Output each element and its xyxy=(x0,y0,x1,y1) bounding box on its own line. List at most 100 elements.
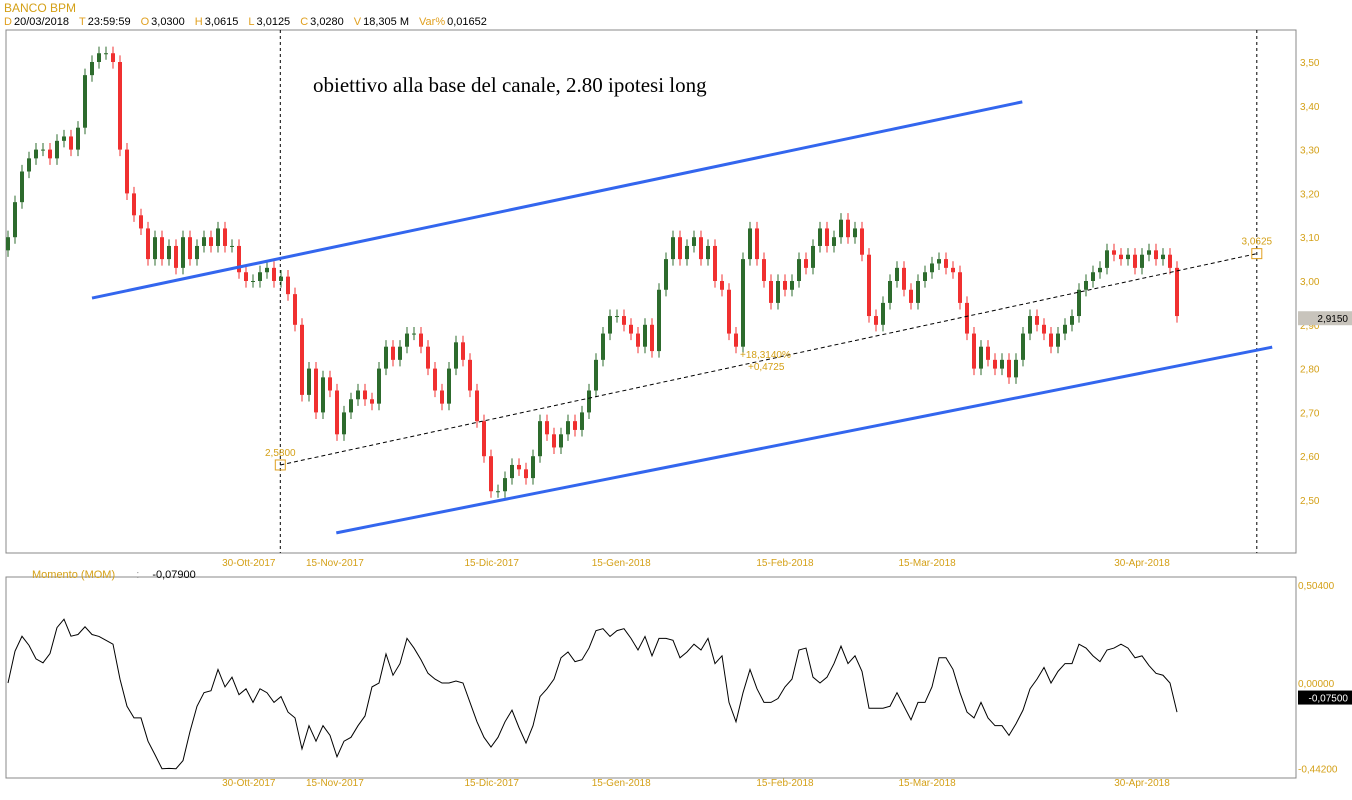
field-value: 3,0300 xyxy=(151,16,185,28)
candle xyxy=(706,245,710,260)
candle xyxy=(979,346,983,369)
ohlc-readout: D 20/03/2018 T 23:59:59 O 3,0300 H 3,0615 L 3,012… xyxy=(4,16,497,28)
field-value: 3,0615 xyxy=(204,16,239,28)
candle xyxy=(573,421,577,430)
candle xyxy=(818,228,822,246)
candle xyxy=(1000,359,1004,369)
date-tick-label: 15-Nov-2017 xyxy=(306,778,364,789)
candle xyxy=(538,421,542,457)
date-tick-label: 30-Ott-2017 xyxy=(222,558,276,569)
momentum-line xyxy=(7,618,1178,770)
candle xyxy=(965,302,969,334)
candle xyxy=(307,368,311,395)
price-tick-label: 3,00 xyxy=(1300,277,1320,288)
candle xyxy=(118,62,122,150)
candle xyxy=(1021,333,1025,360)
candle xyxy=(531,456,535,479)
date-tick-label: 30-Ott-2017 xyxy=(222,778,276,789)
field-value: 20/03/2018 xyxy=(13,16,70,28)
momentum-tick-label: -0,44200 xyxy=(1298,765,1338,776)
candle xyxy=(629,324,633,334)
candle xyxy=(468,359,472,391)
candle xyxy=(293,294,297,325)
candle xyxy=(223,228,227,246)
field-value: 23:59:59 xyxy=(87,16,131,28)
candle xyxy=(265,267,269,273)
candle xyxy=(713,245,717,281)
candle xyxy=(657,289,661,352)
candle xyxy=(83,75,87,128)
candle xyxy=(664,259,668,290)
candle xyxy=(734,333,738,347)
candle xyxy=(398,346,402,360)
candle xyxy=(433,368,437,391)
field-key: D xyxy=(4,16,12,28)
candle xyxy=(1091,272,1095,281)
candle xyxy=(762,259,766,281)
candle xyxy=(419,333,423,347)
price-tick-label: 3,10 xyxy=(1300,233,1320,244)
candle xyxy=(685,245,689,260)
anchor-marker-label: 2,5800 xyxy=(265,448,296,459)
candle xyxy=(867,254,871,317)
candle xyxy=(76,127,80,150)
date-tick-label: 15-Feb-2018 xyxy=(756,778,814,789)
candle xyxy=(1056,333,1060,347)
date-tick-label: 15-Dic-2017 xyxy=(464,778,519,789)
candle xyxy=(405,333,409,347)
candle xyxy=(1112,250,1116,255)
candle xyxy=(930,263,934,273)
candle xyxy=(27,158,31,172)
candle xyxy=(895,267,899,281)
date-tick-label: 15-Gen-2018 xyxy=(592,778,651,789)
candle xyxy=(1168,254,1172,268)
candle xyxy=(552,434,556,448)
candle xyxy=(370,399,374,404)
anchor-marker xyxy=(274,459,286,471)
field-key: O xyxy=(140,16,150,28)
candle xyxy=(909,289,913,303)
candle xyxy=(608,316,612,334)
candle xyxy=(13,202,17,238)
candle xyxy=(1077,289,1081,317)
candle xyxy=(1119,254,1123,260)
date-tick-label: 15-Nov-2017 xyxy=(306,558,364,569)
candle xyxy=(622,316,626,325)
price-tick-label: 3,40 xyxy=(1300,102,1320,113)
date-tick-label: 30-Apr-2018 xyxy=(1114,558,1170,569)
candle xyxy=(202,237,206,246)
candle xyxy=(874,316,878,325)
candle xyxy=(167,245,171,260)
candle xyxy=(1063,324,1067,334)
momentum-tick-label: 0,00000 xyxy=(1298,679,1335,690)
candle xyxy=(643,324,647,347)
momentum-last-label: -0,07500 xyxy=(1309,694,1349,705)
candle xyxy=(349,399,353,413)
momentum-header: Momento (MOM) : -0,07900 xyxy=(32,569,196,581)
candle xyxy=(1133,254,1137,268)
candle xyxy=(188,237,192,260)
candle xyxy=(510,464,514,479)
channel-lower-line xyxy=(336,345,1273,535)
candle xyxy=(300,324,304,395)
candle xyxy=(916,281,920,303)
candle xyxy=(258,272,262,281)
momentum-value: -0,07900 xyxy=(152,569,196,581)
candle xyxy=(797,259,801,281)
candle xyxy=(601,333,605,360)
price-tick-label: 2,60 xyxy=(1300,452,1320,463)
field-value: 3,0125 xyxy=(256,16,291,28)
candle xyxy=(839,219,843,238)
candle xyxy=(41,149,45,151)
last-price-label: 2,9150 xyxy=(1317,314,1348,325)
candle xyxy=(461,342,465,360)
candle xyxy=(524,469,528,479)
candle xyxy=(853,228,857,238)
annotation-text: obiettivo alla base del canale, 2.80 ipo… xyxy=(313,73,707,97)
anchor-marker xyxy=(1251,248,1263,260)
field-value: 18,305 M xyxy=(363,16,410,28)
candle xyxy=(377,368,381,404)
last-price-badge xyxy=(1298,311,1352,326)
